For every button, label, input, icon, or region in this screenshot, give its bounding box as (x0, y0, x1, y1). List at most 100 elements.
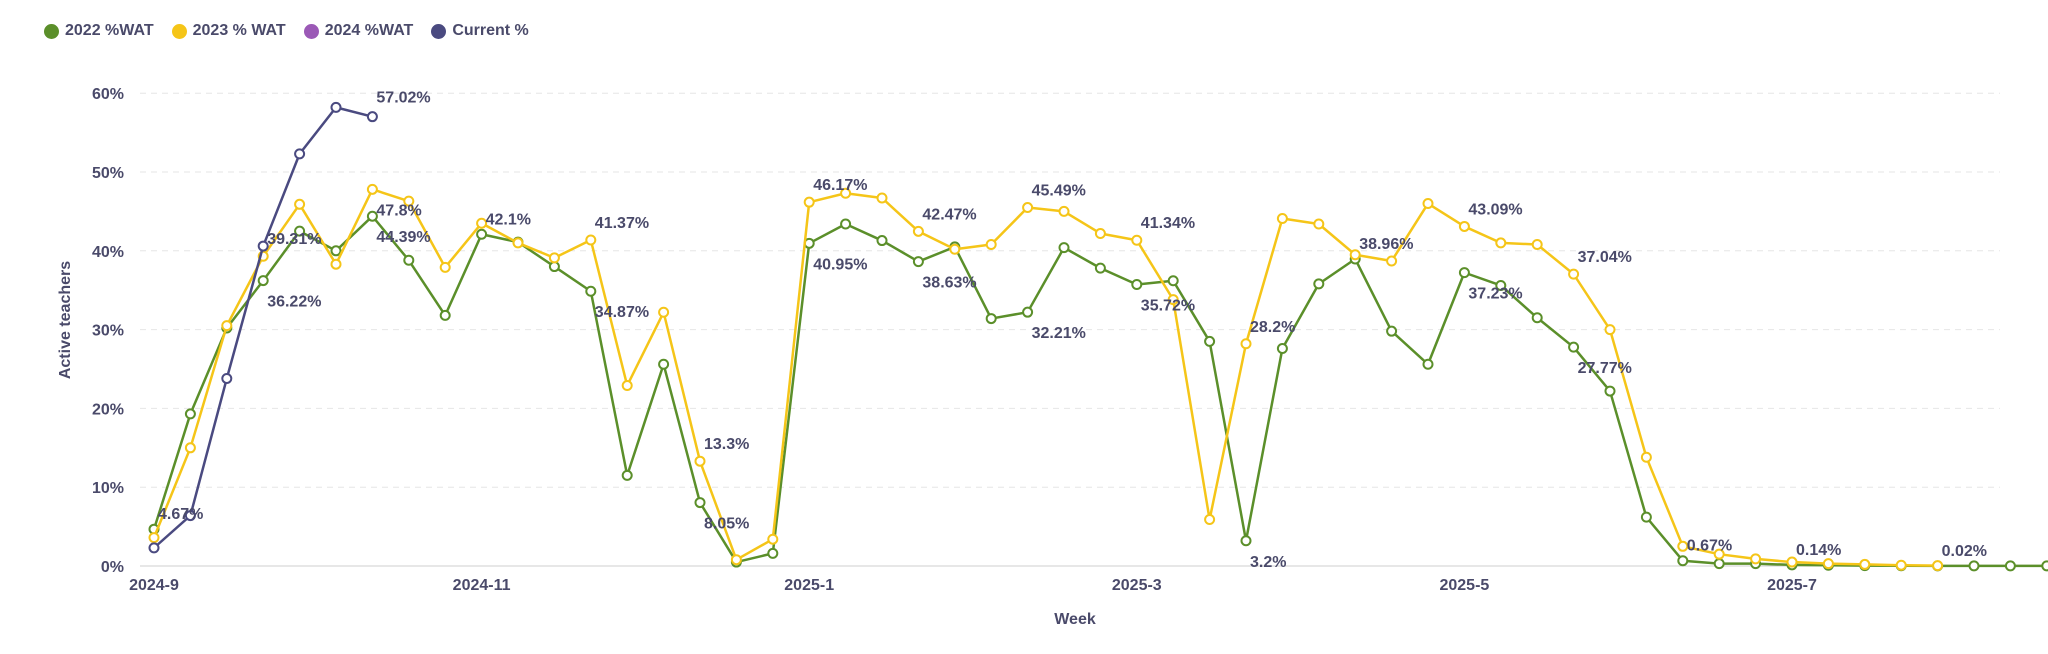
data-point[interactable] (221, 372, 233, 384)
data-point[interactable] (548, 261, 560, 273)
data-point[interactable] (476, 217, 488, 229)
data-point[interactable] (1640, 451, 1652, 463)
data-point[interactable] (403, 254, 415, 266)
data-point[interactable] (1786, 556, 1798, 568)
data-point[interactable] (1058, 242, 1070, 254)
data-point[interactable] (294, 198, 306, 210)
data-point[interactable] (403, 195, 415, 207)
data-point[interactable] (1386, 255, 1398, 267)
data-point[interactable] (439, 261, 451, 273)
data-point[interactable] (1822, 558, 1834, 570)
data-point[interactable] (1240, 535, 1252, 547)
data-point[interactable] (1422, 358, 1434, 370)
data-point[interactable] (1568, 268, 1580, 280)
data-point[interactable] (1313, 218, 1325, 230)
data-point[interactable] (912, 225, 924, 237)
data-point[interactable] (1022, 202, 1034, 214)
data-point[interactable] (1204, 335, 1216, 347)
data-point[interactable] (585, 285, 597, 297)
data-point[interactable] (1022, 306, 1034, 318)
data-point[interactable] (1604, 385, 1616, 397)
data-point[interactable] (330, 258, 342, 270)
data-point[interactable] (1568, 341, 1580, 353)
data-point[interactable] (184, 442, 196, 454)
data-point[interactable] (439, 309, 451, 321)
data-point[interactable] (767, 533, 779, 545)
data-point[interactable] (1276, 343, 1288, 355)
data-point[interactable] (1495, 279, 1507, 291)
data-point[interactable] (1713, 558, 1725, 570)
data-point[interactable] (1968, 560, 1980, 572)
data-point[interactable] (1932, 560, 1944, 572)
data-point[interactable] (658, 358, 670, 370)
legend-item[interactable]: Current % (431, 22, 529, 40)
data-point[interactable] (294, 225, 306, 237)
data-point[interactable] (767, 547, 779, 559)
data-point[interactable] (1349, 249, 1361, 261)
data-point[interactable] (694, 455, 706, 467)
data-point[interactable] (512, 237, 524, 249)
data-point[interactable] (1677, 540, 1689, 552)
data-point[interactable] (330, 101, 342, 113)
data-point[interactable] (148, 532, 160, 544)
data-point[interactable] (1131, 279, 1143, 291)
data-point[interactable] (1167, 294, 1179, 306)
data-point[interactable] (1386, 325, 1398, 337)
data-point[interactable] (184, 510, 196, 522)
data-point[interactable] (476, 228, 488, 240)
data-point[interactable] (1713, 548, 1725, 560)
legend-item[interactable]: 2022 %WAT (44, 22, 154, 40)
data-point[interactable] (1167, 275, 1179, 287)
data-point[interactable] (1094, 262, 1106, 274)
data-point[interactable] (840, 218, 852, 230)
data-point[interactable] (621, 380, 633, 392)
data-point[interactable] (1677, 555, 1689, 567)
data-point[interactable] (876, 192, 888, 204)
data-point[interactable] (912, 256, 924, 268)
data-point[interactable] (148, 542, 160, 554)
data-point[interactable] (257, 275, 269, 287)
data-point[interactable] (1094, 227, 1106, 239)
data-point[interactable] (585, 234, 597, 246)
data-point[interactable] (1604, 324, 1616, 336)
data-point[interactable] (1276, 212, 1288, 224)
data-point[interactable] (1531, 312, 1543, 324)
data-point[interactable] (1240, 338, 1252, 350)
data-point[interactable] (1458, 220, 1470, 232)
data-point[interactable] (985, 313, 997, 325)
data-point[interactable] (330, 245, 342, 257)
data-point[interactable] (184, 408, 196, 420)
data-point[interactable] (257, 240, 269, 252)
legend-item[interactable]: 2024 %WAT (303, 22, 413, 40)
data-point[interactable] (985, 238, 997, 250)
data-point[interactable] (840, 187, 852, 199)
data-point[interactable] (1313, 278, 1325, 290)
data-point[interactable] (366, 183, 378, 195)
data-point[interactable] (621, 469, 633, 481)
data-point[interactable] (1422, 198, 1434, 210)
data-point[interactable] (1531, 238, 1543, 250)
data-point[interactable] (949, 243, 961, 255)
data-point[interactable] (1131, 234, 1143, 246)
data-point[interactable] (803, 196, 815, 208)
data-point[interactable] (694, 497, 706, 509)
data-point[interactable] (2041, 560, 2048, 572)
data-point[interactable] (658, 306, 670, 318)
data-point[interactable] (366, 210, 378, 222)
data-point[interactable] (2004, 560, 2016, 572)
data-point[interactable] (1204, 514, 1216, 526)
data-point[interactable] (221, 320, 233, 332)
legend-item[interactable]: 2023 % WAT (171, 22, 286, 40)
data-point[interactable] (730, 554, 742, 566)
data-point[interactable] (1640, 511, 1652, 523)
data-point[interactable] (1750, 553, 1762, 565)
data-point[interactable] (1859, 558, 1871, 570)
data-point[interactable] (1458, 267, 1470, 279)
data-point[interactable] (1058, 205, 1070, 217)
data-point[interactable] (366, 111, 378, 123)
data-point[interactable] (1495, 237, 1507, 249)
data-point[interactable] (1895, 559, 1907, 571)
data-point[interactable] (548, 252, 560, 264)
data-point[interactable] (876, 235, 888, 247)
data-point[interactable] (294, 148, 306, 160)
